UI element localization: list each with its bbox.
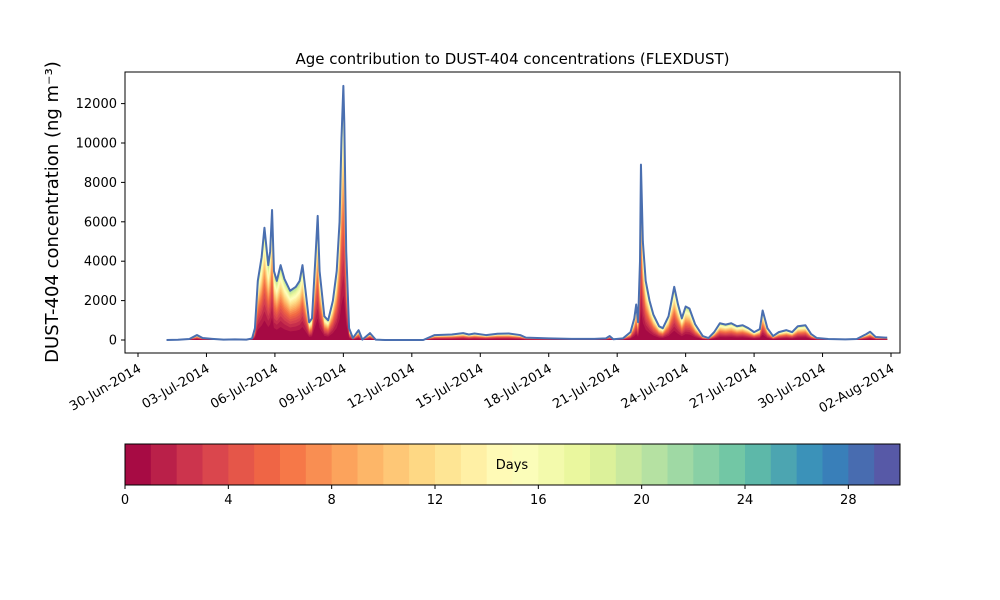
colorbar-bin [848, 444, 875, 485]
colorbar-tick-label: 20 [633, 493, 650, 508]
x-tick-label: 27-Jul-2014 [687, 361, 760, 412]
x-tick-label: 18-Jul-2014 [482, 361, 555, 412]
colorbar-label: Days [496, 458, 529, 473]
colorbar-bin [176, 444, 203, 485]
colorbar-bin [305, 444, 333, 485]
plot-area [166, 84, 888, 341]
colorbar-tick-label: 12 [427, 493, 444, 508]
colorbar-bin [615, 444, 643, 485]
y-axis: 0 2000 4000 6000 8000 10000 12000 [76, 97, 125, 349]
colorbar-bin [512, 444, 539, 485]
plot-frame [124, 71, 901, 354]
colorbar-bin [719, 444, 746, 485]
colorbar-bin [254, 444, 281, 485]
colorbar-tick-label: 24 [737, 493, 754, 508]
colorbar-bin [202, 444, 229, 485]
colorbar-bin [538, 444, 565, 485]
y-tick-label: 12000 [76, 97, 117, 112]
colorbar-tick-label: 4 [224, 493, 232, 508]
colorbar-bin [435, 444, 462, 485]
y-tick-label: 6000 [84, 215, 117, 230]
colorbar-frame [124, 443, 901, 486]
x-axis: 30-Jun-201403-Jul-201406-Jul-201409-Jul-… [67, 353, 897, 417]
colorbar-bin [280, 444, 307, 485]
colorbar-bin [460, 444, 488, 485]
area-bands [166, 84, 888, 341]
x-tick-label: 02-Aug-2014 [817, 361, 897, 416]
y-tick-label: 4000 [84, 255, 117, 270]
x-tick-label: 09-Jul-2014 [277, 361, 350, 412]
age-band-2 [166, 259, 888, 340]
x-tick-label: 21-Jul-2014 [550, 361, 623, 412]
x-tick-label: 03-Jul-2014 [140, 361, 213, 412]
colorbar-bin [667, 444, 694, 485]
colorbar-tick-label: 28 [840, 493, 857, 508]
colorbar-tick-label: 0 [121, 493, 129, 508]
colorbar-bin [125, 444, 152, 485]
y-tick-label: 2000 [84, 294, 117, 309]
colorbar-bin [331, 444, 358, 485]
colorbar-bin [796, 444, 823, 485]
y-tick-label: 10000 [76, 137, 117, 152]
age-band-0 [166, 295, 888, 340]
colorbar-bin [383, 444, 410, 485]
y-tick-label: 0 [109, 334, 117, 349]
x-tick-label: 30-Jun-2014 [67, 361, 144, 414]
age-band-1 [166, 275, 888, 340]
colorbar-bin [564, 444, 591, 485]
colorbar-bin [770, 444, 798, 485]
colorbar-bin [874, 444, 901, 485]
colorbar-bin [693, 444, 720, 485]
x-tick-label: 12-Jul-2014 [345, 361, 418, 412]
colorbar-tick-label: 16 [530, 493, 547, 508]
colorbar: 0 4 8 12 16 20 24 28 [121, 443, 901, 508]
colorbar-bin [745, 444, 772, 485]
colorbar-bin [150, 444, 178, 485]
colorbar-bin [486, 444, 513, 485]
y-tick-label: 8000 [84, 176, 117, 191]
chart-title: Age contribution to DUST-404 concentrati… [295, 50, 729, 68]
x-tick-label: 15-Jul-2014 [413, 361, 486, 412]
colorbar-bin [822, 444, 849, 485]
x-tick-label: 06-Jul-2014 [208, 361, 281, 412]
colorbar-bin [228, 444, 255, 485]
colorbar-tick-label: 8 [328, 493, 336, 508]
y-axis-label: DUST-404 concentration (ng m⁻³) [42, 61, 63, 363]
total-concentration-line [166, 84, 888, 341]
x-tick-label: 24-Jul-2014 [619, 361, 692, 412]
colorbar-bin [357, 444, 384, 485]
colorbar-bin [409, 444, 436, 485]
colorbar-bin [590, 444, 617, 485]
colorbar-bin [641, 444, 668, 485]
